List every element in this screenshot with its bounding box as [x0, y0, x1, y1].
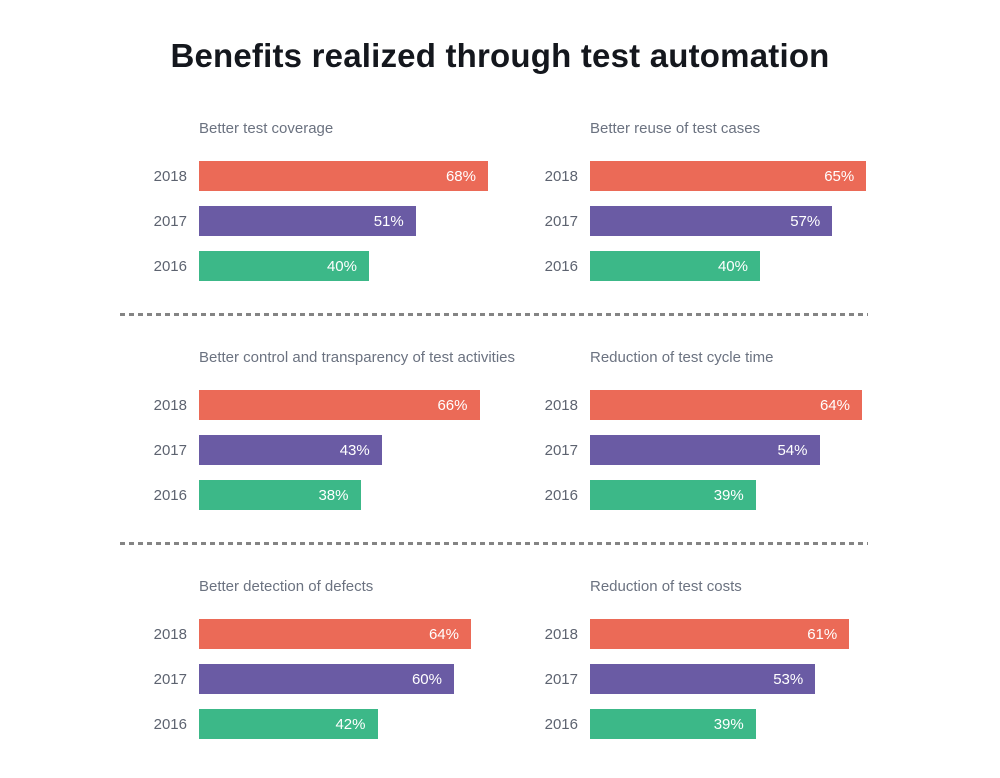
year-label: 2018	[153, 396, 187, 414]
chart-better-test-coverage: Better test coverage 2018 68% 2017 51% 2016 40…	[143, 120, 534, 281]
chart-title: Better reuse of test cases	[590, 120, 761, 137]
chart-better-control-and-transparency-of-test-activities: Better control and transparency of test …	[143, 349, 534, 510]
bar-2018: 61%	[590, 619, 850, 649]
year-label: 2018	[544, 396, 578, 414]
bar-2018: 68%	[199, 161, 488, 191]
year-label: 2017	[544, 670, 578, 688]
dashed-divider	[120, 313, 868, 316]
chart-row: Better detection of defects 2018 64% 2017 60…	[143, 578, 1000, 739]
chart-row: Better control and transparency of test …	[143, 349, 1000, 510]
bar-row: 2017 57%	[534, 206, 1000, 236]
page-title: Benefits realized through test automatio…	[170, 37, 830, 74]
bar-value-label: 64%	[428, 625, 459, 643]
bar-value-label: 51%	[373, 212, 404, 230]
bar-2017: 57%	[590, 206, 833, 236]
year-label: 2016	[153, 257, 187, 275]
bar-2017: 60%	[199, 664, 454, 694]
bar-value-label: 53%	[773, 670, 804, 688]
bar-row: 2016 39%	[534, 709, 1000, 739]
infographic-page: Benefits realized through test automatio…	[0, 37, 1000, 739]
bar-row: 2016 40%	[143, 251, 534, 281]
year-label: 2018	[544, 167, 578, 185]
bar-value-label: 43%	[339, 441, 370, 459]
year-label: 2016	[544, 486, 578, 504]
bar-2018: 64%	[590, 390, 862, 420]
bar-row: 2016 40%	[534, 251, 1000, 281]
bar-value-label: 40%	[717, 257, 748, 275]
bar-value-label: 42%	[335, 715, 366, 733]
year-label: 2016	[544, 715, 578, 733]
bar-2016: 42%	[199, 709, 378, 739]
bar-row: 2018 66%	[143, 390, 534, 420]
bar-2016: 39%	[590, 480, 756, 510]
year-label: 2016	[153, 486, 187, 504]
bar-value-label: 39%	[713, 715, 744, 733]
bar-row: 2018 65%	[534, 161, 1000, 191]
chart-title: Better control and transparency of test …	[199, 349, 515, 366]
year-label: 2018	[153, 167, 187, 185]
bar-2018: 66%	[199, 390, 480, 420]
chart-title: Better detection of defects	[199, 578, 374, 595]
bar-row: 2017 54%	[534, 435, 1000, 465]
bar-2016: 39%	[590, 709, 756, 739]
year-label: 2018	[153, 625, 187, 643]
bar-2017: 53%	[590, 664, 816, 694]
bar-2017: 51%	[199, 206, 416, 236]
year-label: 2018	[544, 625, 578, 643]
year-label: 2017	[544, 212, 578, 230]
bar-value-label: 61%	[807, 625, 838, 643]
year-label: 2017	[153, 441, 187, 459]
bar-value-label: 64%	[819, 396, 850, 414]
chart-title: Better test coverage	[199, 120, 334, 137]
chart-better-detection-of-defects: Better detection of defects 2018 64% 2017 60…	[143, 578, 534, 739]
bar-row: 2017 60%	[143, 664, 534, 694]
charts-container: Better test coverage 2018 68% 2017 51% 2016 40…	[0, 120, 1000, 739]
year-label: 2017	[153, 212, 187, 230]
bar-row: 2018 64%	[143, 619, 534, 649]
bar-value-label: 60%	[411, 670, 442, 688]
bar-2018: 64%	[199, 619, 471, 649]
bar-value-label: 65%	[824, 167, 855, 185]
bar-value-label: 66%	[437, 396, 468, 414]
bar-row: 2017 43%	[143, 435, 534, 465]
bar-2018: 65%	[590, 161, 867, 191]
chart-row: Better test coverage 2018 68% 2017 51% 2016 40…	[143, 120, 1000, 281]
bar-value-label: 39%	[713, 486, 744, 504]
chart-reduction-of-test-cycle-time: Reduction of test cycle time 2018 64% 2017 5…	[534, 349, 1000, 510]
bar-2016: 38%	[199, 480, 361, 510]
bar-value-label: 68%	[445, 167, 476, 185]
bar-row: 2016 42%	[143, 709, 534, 739]
year-label: 2016	[544, 257, 578, 275]
chart-title: Reduction of test costs	[590, 578, 742, 595]
bar-2017: 54%	[590, 435, 820, 465]
bar-row: 2018 64%	[534, 390, 1000, 420]
year-label: 2016	[153, 715, 187, 733]
bar-row: 2017 53%	[534, 664, 1000, 694]
bar-2016: 40%	[199, 251, 369, 281]
year-label: 2017	[544, 441, 578, 459]
bar-2017: 43%	[199, 435, 382, 465]
dashed-divider	[120, 542, 868, 545]
bar-value-label: 38%	[318, 486, 349, 504]
bar-2016: 40%	[590, 251, 760, 281]
chart-reduction-of-test-costs: Reduction of test costs 2018 61% 2017 53% 201…	[534, 578, 1000, 739]
bar-row: 2016 38%	[143, 480, 534, 510]
bar-value-label: 40%	[326, 257, 357, 275]
bar-value-label: 57%	[790, 212, 821, 230]
bar-row: 2017 51%	[143, 206, 534, 236]
bar-value-label: 54%	[777, 441, 808, 459]
bar-row: 2018 61%	[534, 619, 1000, 649]
chart-better-reuse-of-test-cases: Better reuse of test cases 2018 65% 2017 57%…	[534, 120, 1000, 281]
chart-title: Reduction of test cycle time	[590, 349, 774, 366]
bar-row: 2016 39%	[534, 480, 1000, 510]
year-label: 2017	[153, 670, 187, 688]
bar-row: 2018 68%	[143, 161, 534, 191]
